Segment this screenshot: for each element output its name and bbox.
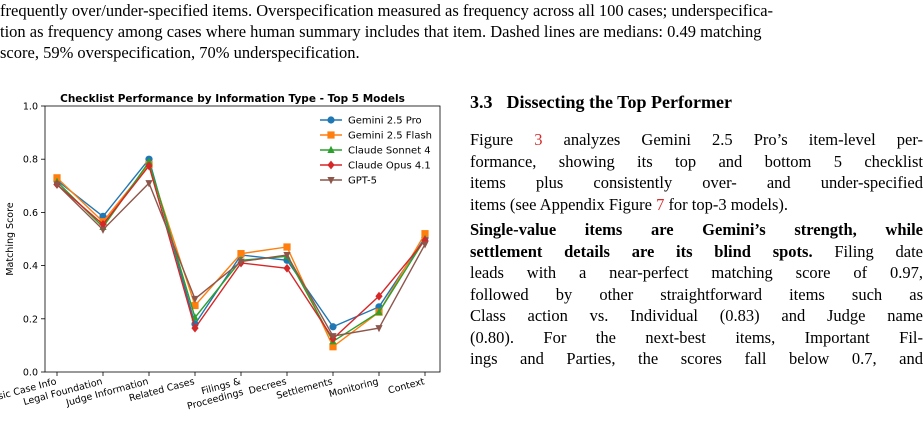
para-line: Single-value items are Gemini’s strength… bbox=[470, 220, 923, 239]
data-point-1-3 bbox=[191, 301, 199, 310]
legend-label: Claude Sonnet 4 bbox=[348, 146, 431, 157]
text-span: for top-3 models). bbox=[664, 194, 789, 214]
data-point-4-6 bbox=[329, 333, 337, 341]
data-point-1-5 bbox=[283, 243, 291, 251]
data-point-4-3 bbox=[191, 295, 199, 304]
plot-frame bbox=[44, 105, 441, 373]
x-tick-label: Context bbox=[387, 376, 426, 396]
data-point-3-7 bbox=[375, 291, 383, 301]
y-tick-label: 1.0 bbox=[23, 102, 38, 113]
para-line: items (see Appendix Figure 7 for top-3 m… bbox=[470, 194, 923, 216]
legend-marker bbox=[327, 131, 335, 139]
data-point-1-6 bbox=[329, 343, 337, 351]
para-line: (0.80). For the next-best items, Importa… bbox=[470, 327, 923, 347]
para-line: leads with a near-perfect matching score… bbox=[470, 263, 923, 282]
chart-title: Checklist Performance by Information Typ… bbox=[60, 93, 405, 105]
caption-line: frequently over/under-specified items. O… bbox=[0, 1, 774, 20]
caption-line: tion as frequency among cases where huma… bbox=[0, 22, 762, 41]
data-point-4-5 bbox=[283, 251, 291, 260]
text-span: analyzes Gemini 2.5 Pro’s item-level per… bbox=[542, 130, 923, 149]
data-point-1-4 bbox=[237, 250, 245, 258]
legend-label: Gemini 2.5 Flash bbox=[348, 131, 432, 142]
right-column: 3.3 Dissecting the Top Performer Figure 3… bbox=[470, 91, 923, 374]
data-point-3-3 bbox=[191, 323, 199, 333]
y-tick-label: 0.6 bbox=[23, 208, 38, 219]
section-number: 3.3 bbox=[470, 92, 493, 112]
legend-marker bbox=[327, 116, 335, 124]
text-span: items (see Appendix Figure bbox=[470, 194, 657, 214]
caption-line: score, 59% overspecification, 70% unders… bbox=[0, 43, 360, 62]
legend-label: Gemini 2.5 Pro bbox=[348, 116, 422, 127]
legend-label: GPT-5 bbox=[348, 176, 377, 187]
chart-svg: Checklist Performance by Information Typ… bbox=[0, 93, 441, 412]
data-point-0-6 bbox=[329, 323, 337, 331]
data-point-4-8 bbox=[421, 241, 429, 249]
data-point-1-8 bbox=[421, 230, 429, 238]
y-tick-label: 0.0 bbox=[23, 368, 38, 379]
figure-7-link[interactable]: 7 bbox=[656, 194, 665, 214]
data-point-4-7 bbox=[375, 325, 383, 333]
x-tick-label-line: Monitoring bbox=[328, 376, 380, 400]
para-line: Class action vs. Individual (0.83) and J… bbox=[470, 306, 923, 325]
figure-3-link[interactable]: 3 bbox=[534, 130, 543, 149]
y-tick-label: 0.8 bbox=[23, 155, 38, 166]
figure-caption: frequently over/under-specified items. O… bbox=[0, 0, 923, 63]
line-chart: Checklist Performance by Information Typ… bbox=[0, 68, 445, 436]
paragraph-1: Figure 3 analyzes Gemini 2.5 Pro’s item-… bbox=[470, 129, 923, 215]
legend-marker bbox=[327, 177, 335, 185]
text-span: Figure bbox=[470, 130, 535, 149]
para-line: settlement details are its blind spots. … bbox=[470, 241, 923, 263]
text-span: Filing date bbox=[812, 241, 923, 261]
y-tick-label: 0.2 bbox=[23, 314, 38, 325]
x-tick-label-line: Context bbox=[387, 376, 426, 396]
data-point-3-2 bbox=[145, 161, 153, 171]
section-title: Dissecting the Top Performer bbox=[506, 92, 732, 112]
legend-label: Claude Opus 4.1 bbox=[348, 161, 431, 172]
para-line: items plus consistently over- and under-… bbox=[470, 173, 923, 192]
y-axis-label: Matching Score bbox=[5, 202, 16, 275]
bold-span: settlement details are its blind spots. bbox=[470, 241, 813, 261]
legend-marker bbox=[327, 160, 335, 170]
para-line: followed by other straightforward items … bbox=[470, 284, 923, 304]
para-line: formance, showing its top and bottom 5 c… bbox=[470, 151, 923, 171]
data-point-4-4 bbox=[237, 258, 245, 266]
section-heading: 3.3 Dissecting the Top Performer bbox=[470, 91, 923, 113]
y-tick-label: 0.4 bbox=[23, 261, 38, 272]
data-point-4-2 bbox=[145, 180, 153, 188]
paragraph-2: Single-value items are Gemini’s strength… bbox=[470, 219, 923, 370]
x-tick-label: Monitoring bbox=[328, 376, 380, 400]
legend-marker bbox=[327, 145, 335, 153]
para-line: Figure 3 analyzes Gemini 2.5 Pro’s item-… bbox=[470, 129, 923, 151]
data-point-3-1 bbox=[99, 219, 107, 229]
data-point-2-2 bbox=[145, 157, 153, 165]
data-point-4-0 bbox=[53, 181, 61, 189]
data-point-2-3 bbox=[191, 313, 199, 321]
data-point-2-7 bbox=[375, 307, 383, 316]
para-line: ings and Parties, the scores fall below … bbox=[470, 349, 923, 368]
data-point-3-5 bbox=[283, 263, 291, 273]
data-point-4-1 bbox=[99, 226, 107, 234]
